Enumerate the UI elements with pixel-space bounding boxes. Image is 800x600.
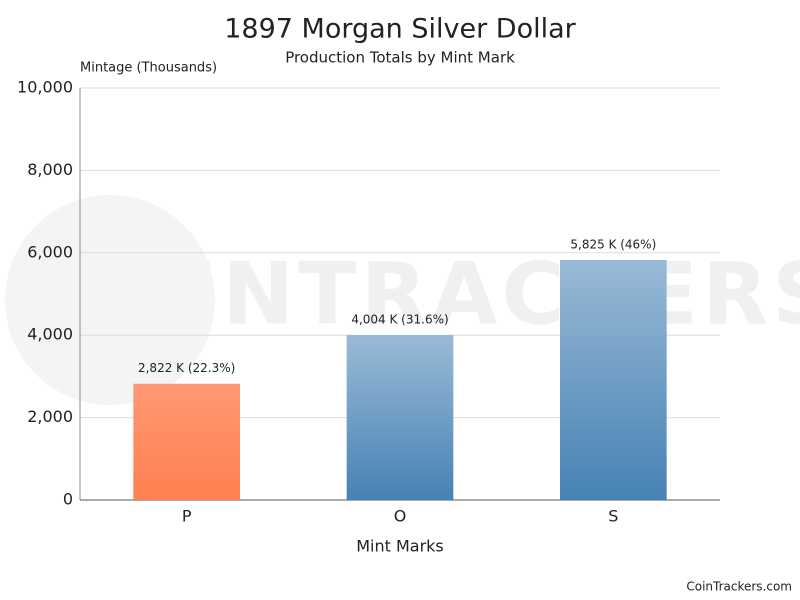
data-label: 4,004 K (31.6%) <box>351 313 448 327</box>
watermark-logo <box>5 195 215 405</box>
bar <box>133 383 240 500</box>
bar <box>346 335 454 500</box>
chart-title: 1897 Morgan Silver Dollar <box>224 14 576 45</box>
y-tick-label: 2,000 <box>27 407 73 426</box>
y-axis-title: Mintage (Thousands) <box>80 61 217 76</box>
bar <box>560 260 667 500</box>
y-tick-label: 10,000 <box>17 78 73 97</box>
x-tick-label: S <box>608 507 618 526</box>
y-tick-label: 0 <box>63 490 73 509</box>
y-tick-label: 4,000 <box>27 325 73 344</box>
data-label: 2,822 K (22.3%) <box>138 361 235 375</box>
data-label: 5,825 K (46%) <box>570 238 656 252</box>
y-tick-label: 6,000 <box>27 242 73 261</box>
footer: CoinTrackers.com <box>686 580 792 594</box>
x-tick-label: O <box>394 507 407 526</box>
x-axis-title: Mint Marks <box>356 537 444 556</box>
y-tick-label: 8,000 <box>27 160 73 179</box>
x-tick-label: P <box>182 507 192 526</box>
chart-subtitle: Production Totals by Mint Mark <box>285 49 515 67</box>
